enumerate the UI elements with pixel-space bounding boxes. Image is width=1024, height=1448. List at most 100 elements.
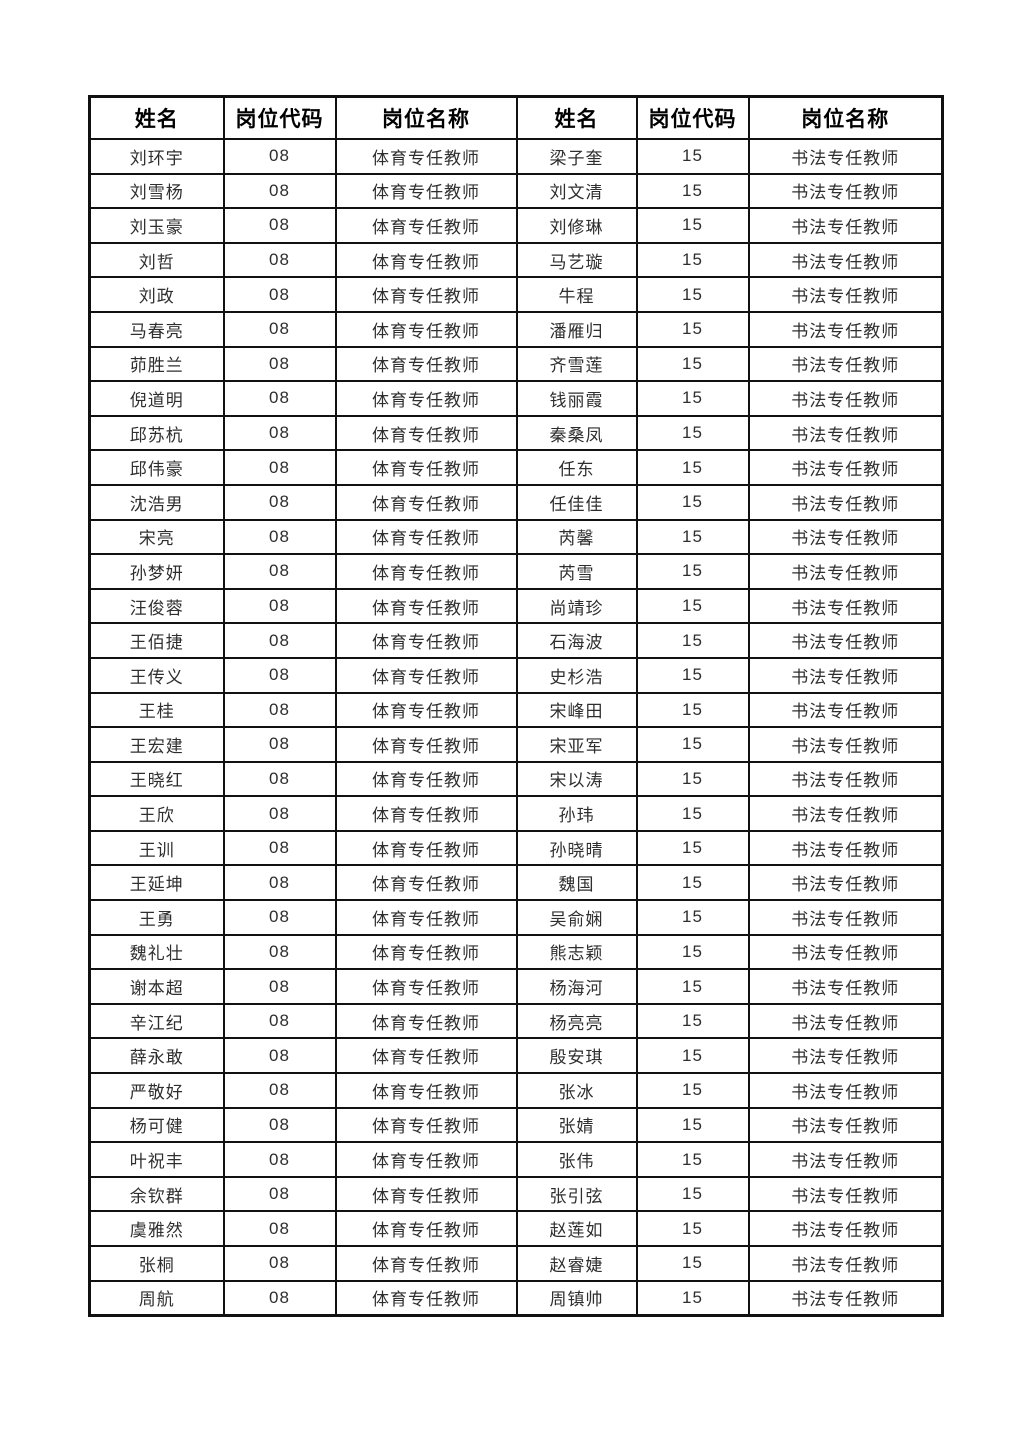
name-cell-right: 吴俞娴 xyxy=(515,899,638,936)
name-cell-left: 茆胜兰 xyxy=(88,345,225,383)
table-row: 王传义 08 体育专任教师 史杉浩 15 书法专任教师 xyxy=(88,656,944,694)
table-row: 孙梦妍 08 体育专任教师 芮雪 15 书法专任教师 xyxy=(88,553,944,590)
position-cell-right: 书法专任教师 xyxy=(747,587,944,625)
code-cell-right: 15 xyxy=(635,1141,750,1178)
position-cell-left: 体育专任教师 xyxy=(334,691,518,729)
name-cell-right: 宋亚军 xyxy=(515,726,638,763)
position-cell-left: 体育专任教师 xyxy=(334,760,518,798)
name-cell-right: 魏国 xyxy=(515,864,638,902)
table-row: 余钦群 08 体育专任教师 张引弦 15 书法专任教师 xyxy=(88,1175,944,1213)
name-cell-right: 张引弦 xyxy=(515,1175,638,1213)
position-cell-right: 书法专任教师 xyxy=(747,1210,944,1247)
table-row: 邱苏杭 08 体育专任教师 秦桑凤 15 书法专任教师 xyxy=(88,414,944,452)
table-row: 王欣 08 体育专任教师 孙玮 15 书法专任教师 xyxy=(88,795,944,832)
name-cell-right: 杨亮亮 xyxy=(515,1002,638,1040)
name-cell-left: 王佰捷 xyxy=(88,622,225,659)
code-cell-right: 15 xyxy=(635,622,750,659)
header-name-right: 姓名 xyxy=(515,95,638,140)
table-row: 王桂 08 体育专任教师 宋峰田 15 书法专任教师 xyxy=(88,691,944,729)
table-row: 薛永敢 08 体育专任教师 殷安琪 15 书法专任教师 xyxy=(88,1037,944,1075)
name-cell-right: 孙玮 xyxy=(515,795,638,832)
position-cell-right: 书法专任教师 xyxy=(747,795,944,832)
position-cell-left: 体育专任教师 xyxy=(334,1141,518,1178)
name-cell-right: 刘修琳 xyxy=(515,207,638,244)
position-cell-left: 体育专任教师 xyxy=(334,138,518,175)
code-cell-left: 08 xyxy=(222,1279,337,1317)
code-cell-right: 15 xyxy=(635,1245,750,1282)
code-cell-left: 08 xyxy=(222,172,337,210)
table-row: 邱伟豪 08 体育专任教师 任东 15 书法专任教师 xyxy=(88,449,944,486)
name-cell-left: 王欣 xyxy=(88,795,225,832)
name-cell-left: 张桐 xyxy=(88,1245,225,1282)
position-cell-left: 体育专任教师 xyxy=(334,1002,518,1040)
position-cell-left: 体育专任教师 xyxy=(334,933,518,971)
table-row: 周航 08 体育专任教师 周镇帅 15 书法专任教师 xyxy=(88,1279,944,1317)
name-cell-left: 王晓红 xyxy=(88,760,225,798)
code-cell-right: 15 xyxy=(635,172,750,210)
name-cell-left: 魏礼壮 xyxy=(88,933,225,971)
position-cell-left: 体育专任教师 xyxy=(334,207,518,244)
position-cell-right: 书法专任教师 xyxy=(747,933,944,971)
position-cell-right: 书法专任教师 xyxy=(747,1279,944,1317)
position-cell-left: 体育专任教师 xyxy=(334,829,518,867)
position-cell-right: 书法专任教师 xyxy=(747,310,944,348)
code-cell-right: 15 xyxy=(635,1072,750,1109)
table-row: 叶祝丰 08 体育专任教师 张伟 15 书法专任教师 xyxy=(88,1141,944,1178)
code-cell-right: 15 xyxy=(635,864,750,902)
name-cell-right: 张伟 xyxy=(515,1141,638,1178)
name-cell-right: 史杉浩 xyxy=(515,656,638,694)
position-cell-right: 书法专任教师 xyxy=(747,345,944,383)
header-name-left: 姓名 xyxy=(88,95,225,140)
code-cell-right: 15 xyxy=(635,968,750,1005)
name-cell-left: 王训 xyxy=(88,829,225,867)
code-cell-left: 08 xyxy=(222,933,337,971)
position-cell-right: 书法专任教师 xyxy=(747,691,944,729)
name-cell-right: 赵莲如 xyxy=(515,1210,638,1247)
table-row: 王延坤 08 体育专任教师 魏国 15 书法专任教师 xyxy=(88,864,944,902)
name-cell-right: 周镇帅 xyxy=(515,1279,638,1317)
position-cell-right: 书法专任教师 xyxy=(747,138,944,175)
code-cell-left: 08 xyxy=(222,656,337,694)
position-cell-left: 体育专任教师 xyxy=(334,622,518,659)
table-row: 严敬好 08 体育专任教师 张冰 15 书法专任教师 xyxy=(88,1072,944,1109)
table-row: 谢本超 08 体育专任教师 杨海河 15 书法专任教师 xyxy=(88,968,944,1005)
name-cell-right: 齐雪莲 xyxy=(515,345,638,383)
name-cell-left: 刘环宇 xyxy=(88,138,225,175)
code-cell-left: 08 xyxy=(222,968,337,1005)
code-cell-left: 08 xyxy=(222,138,337,175)
name-cell-right: 张婧 xyxy=(515,1106,638,1144)
table-row: 刘雪杨 08 体育专任教师 刘文清 15 书法专任教师 xyxy=(88,172,944,210)
code-cell-right: 15 xyxy=(635,933,750,971)
code-cell-right: 15 xyxy=(635,1106,750,1144)
name-cell-left: 邱苏杭 xyxy=(88,414,225,452)
code-cell-left: 08 xyxy=(222,449,337,486)
code-cell-right: 15 xyxy=(635,760,750,798)
position-cell-right: 书法专任教师 xyxy=(747,1072,944,1109)
header-position-right: 岗位名称 xyxy=(747,95,944,140)
table-row: 马春亮 08 体育专任教师 潘雁归 15 书法专任教师 xyxy=(88,310,944,348)
code-cell-right: 15 xyxy=(635,207,750,244)
header-code-right: 岗位代码 xyxy=(635,95,750,140)
position-cell-left: 体育专任教师 xyxy=(334,1037,518,1075)
table-row: 倪道明 08 体育专任教师 钱丽霞 15 书法专任教师 xyxy=(88,380,944,417)
code-cell-right: 15 xyxy=(635,1037,750,1075)
position-cell-left: 体育专任教师 xyxy=(334,172,518,210)
code-cell-right: 15 xyxy=(635,518,750,556)
name-cell-right: 孙晓晴 xyxy=(515,829,638,867)
name-cell-left: 王传义 xyxy=(88,656,225,694)
position-cell-left: 体育专任教师 xyxy=(334,1175,518,1213)
name-cell-left: 严敬好 xyxy=(88,1072,225,1109)
code-cell-right: 15 xyxy=(635,1279,750,1317)
header-code-left: 岗位代码 xyxy=(222,95,337,140)
name-cell-left: 汪俊蓉 xyxy=(88,587,225,625)
name-cell-left: 王勇 xyxy=(88,899,225,936)
name-cell-right: 宋峰田 xyxy=(515,691,638,729)
position-cell-right: 书法专任教师 xyxy=(747,172,944,210)
code-cell-left: 08 xyxy=(222,241,337,279)
code-cell-right: 15 xyxy=(635,1210,750,1247)
table-row: 刘政 08 体育专任教师 牛程 15 书法专任教师 xyxy=(88,276,944,313)
name-cell-left: 周航 xyxy=(88,1279,225,1317)
code-cell-left: 08 xyxy=(222,1175,337,1213)
table-row: 虞雅然 08 体育专任教师 赵莲如 15 书法专任教师 xyxy=(88,1210,944,1247)
